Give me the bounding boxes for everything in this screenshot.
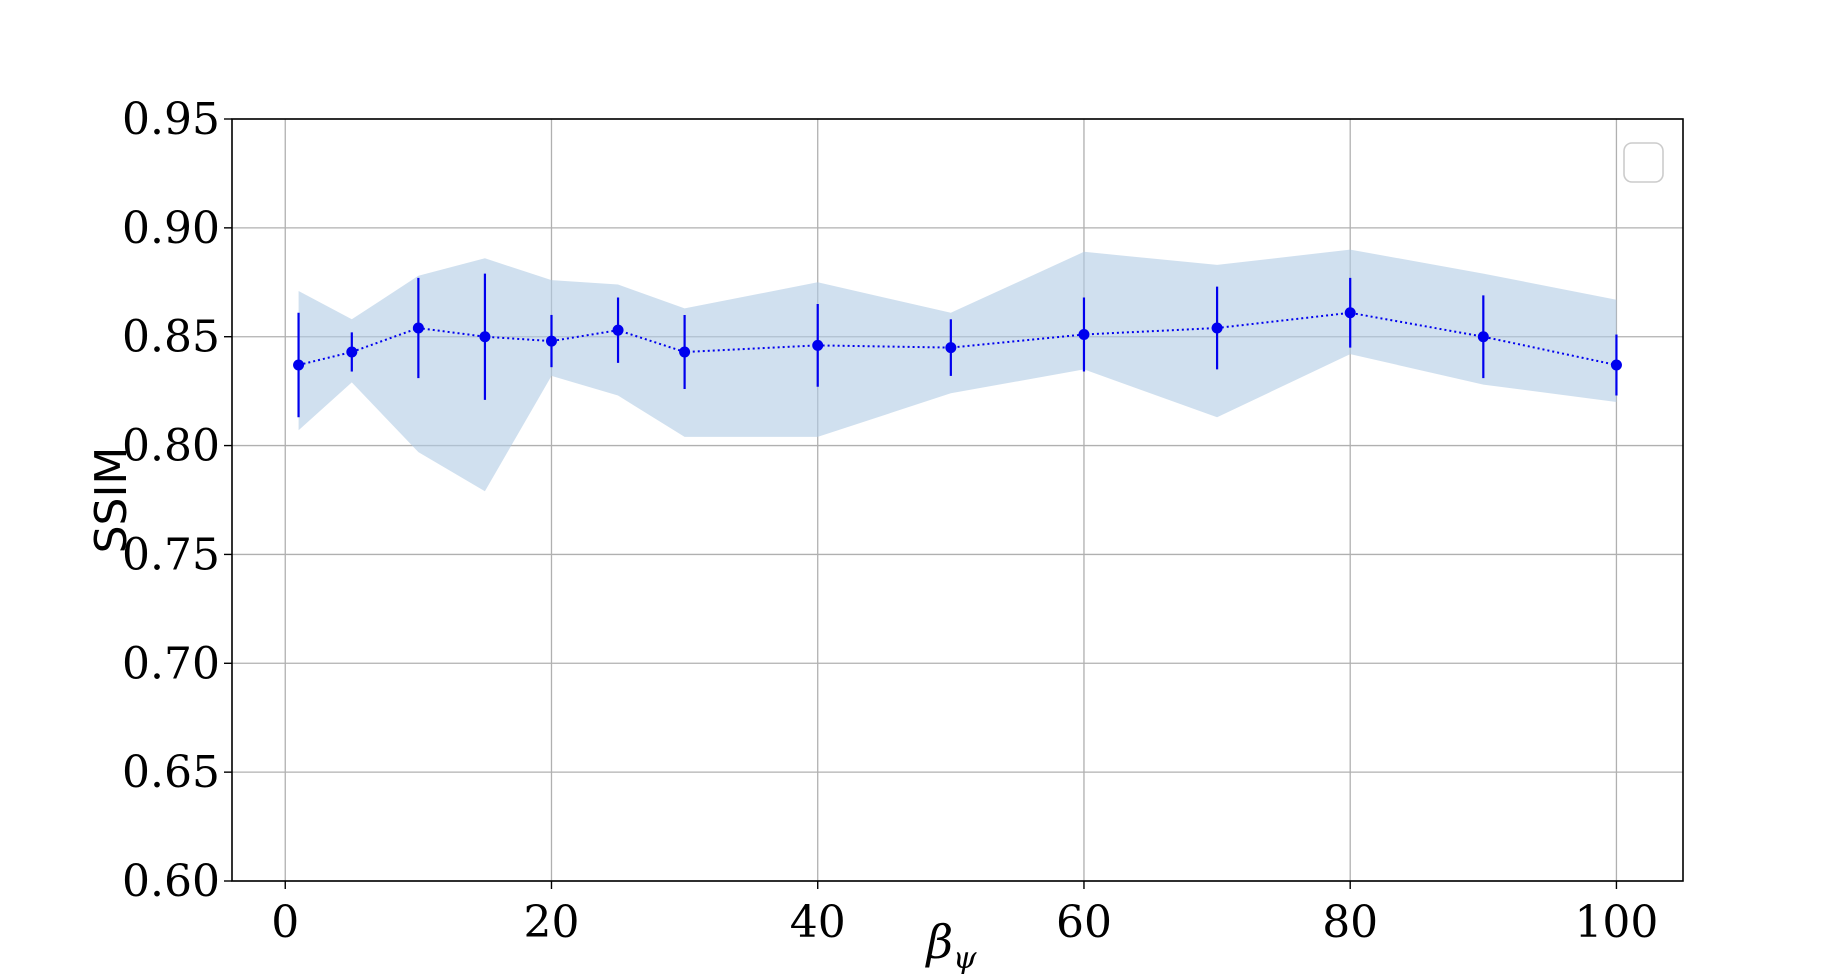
x-tick-label: 100	[1574, 897, 1658, 948]
y-tick-label: 0.75	[122, 529, 220, 580]
x-axis-label-subscript: ψ	[953, 941, 977, 976]
data-point	[612, 324, 624, 336]
data-point	[1211, 322, 1223, 334]
y-tick-label: 0.85	[122, 312, 220, 363]
data-point	[812, 339, 824, 351]
series-line	[298, 311, 1617, 366]
data-point	[479, 331, 491, 343]
x-tick-label: 40	[790, 897, 846, 948]
data-point	[1078, 329, 1090, 341]
y-tick-label: 0.90	[122, 203, 220, 254]
x-ticks: 0 20 40 60 80 100	[271, 881, 1658, 948]
grid	[232, 118, 1683, 882]
y-tick-label: 0.65	[122, 747, 220, 798]
data-point	[545, 335, 557, 347]
plot-frame	[231, 118, 1684, 882]
data-point	[679, 346, 691, 358]
data-point	[1610, 359, 1622, 371]
data-points	[293, 307, 1622, 371]
data-point	[945, 342, 957, 354]
y-tick-label: 0.60	[122, 856, 220, 907]
y-tick-label: 0.95	[122, 94, 220, 145]
y-axis-label: SSIM	[86, 447, 137, 554]
y-ticks: 0.60 0.65 0.70 0.75 0.80 0.85 0.90 0.95	[122, 94, 232, 907]
data-point	[1477, 331, 1489, 343]
data-point	[412, 322, 424, 334]
x-tick-label: 80	[1322, 897, 1378, 948]
x-tick-label: 60	[1056, 897, 1112, 948]
x-tick-label: 20	[523, 897, 579, 948]
x-axis-label-main: β	[924, 915, 953, 969]
std-band	[298, 249, 1617, 492]
data-point	[1344, 307, 1356, 319]
data-point	[346, 346, 358, 358]
x-axis-label: βψ	[924, 915, 977, 976]
data-point	[293, 359, 305, 371]
y-tick-label: 0.70	[122, 638, 220, 689]
legend-box	[1623, 142, 1664, 183]
y-tick-label: 0.80	[122, 421, 220, 472]
x-tick-label: 0	[271, 897, 299, 948]
